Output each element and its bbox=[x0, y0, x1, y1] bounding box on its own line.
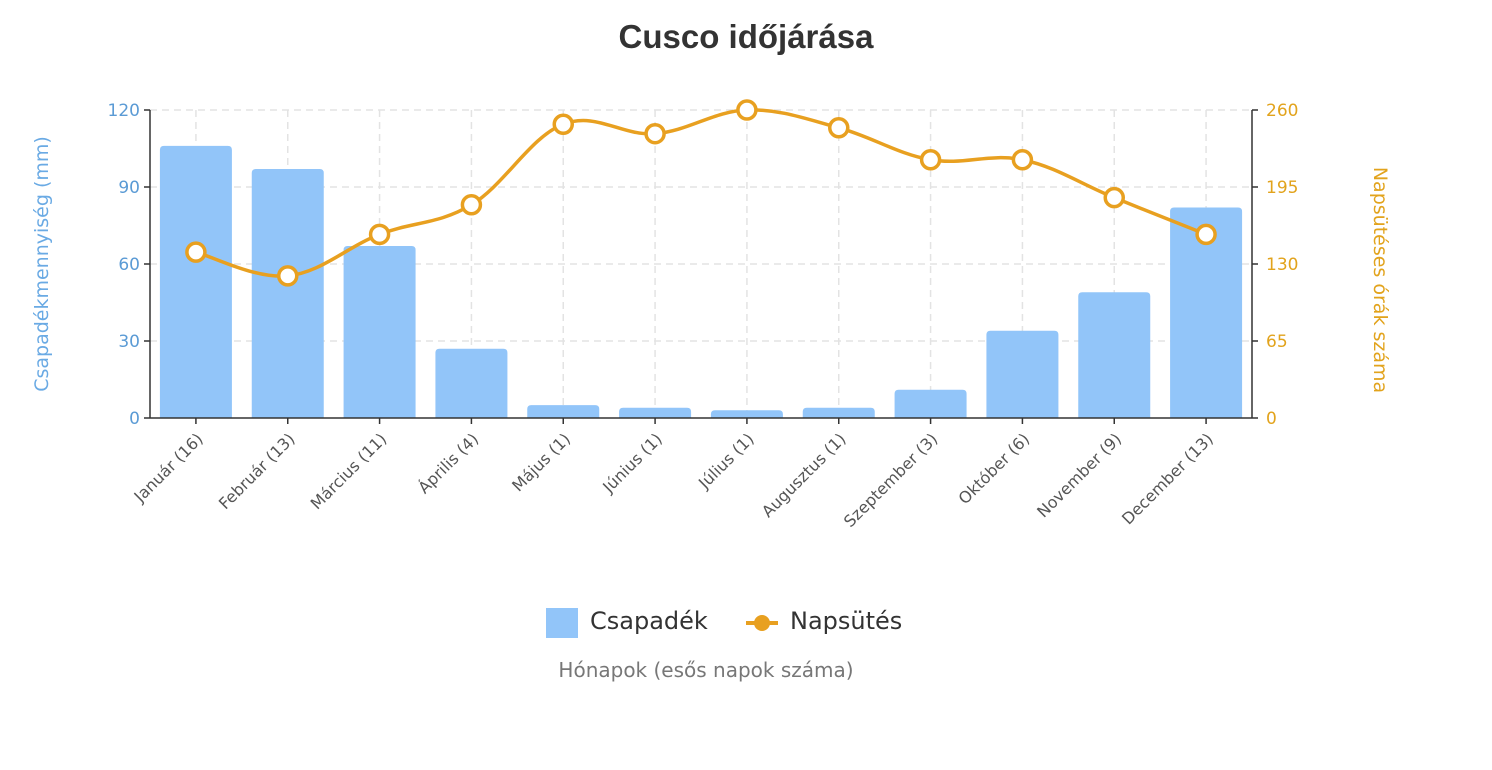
legend-label-napsutes[interactable]: Napsütés bbox=[790, 607, 902, 635]
y-right-tick-label: 65 bbox=[1266, 332, 1288, 352]
bar-csapadek[interactable] bbox=[251, 169, 324, 418]
point-napsutes[interactable] bbox=[919, 149, 942, 171]
line-napsutes bbox=[195, 108, 1207, 278]
y-left-axis-title: Csapadékmennyiség (mm) bbox=[31, 136, 53, 392]
point-napsutes[interactable] bbox=[368, 223, 391, 246]
point-napsutes[interactable] bbox=[277, 265, 299, 287]
bar-csapadek[interactable] bbox=[710, 410, 783, 418]
y-left-tick-label: 0 bbox=[129, 409, 140, 429]
legend-label-csapadek[interactable]: Csapadék bbox=[590, 607, 708, 635]
point-napsutes[interactable] bbox=[552, 113, 574, 135]
bars bbox=[159, 145, 1243, 418]
x-tick-label: Január (16) bbox=[130, 429, 207, 506]
bar-csapadek[interactable] bbox=[1170, 207, 1243, 418]
x-tick-label: November (9) bbox=[1033, 429, 1125, 521]
x-tick-label: Február (13) bbox=[215, 429, 299, 513]
legend-swatch-napsutes-dot[interactable] bbox=[754, 615, 770, 631]
x-tick-label: Július (1) bbox=[694, 429, 758, 493]
y-right-tick-label: 0 bbox=[1266, 409, 1277, 429]
y-left-tick-label: 120 bbox=[108, 101, 140, 121]
x-tick-label: Április (4) bbox=[414, 429, 482, 497]
point-napsutes[interactable] bbox=[828, 117, 850, 139]
point-napsutes[interactable] bbox=[736, 99, 758, 121]
x-axis-title: Hónapok (esős napok száma) bbox=[558, 658, 853, 682]
point-napsutes[interactable] bbox=[1011, 149, 1034, 171]
x-tick-label: Október (6) bbox=[955, 429, 1034, 508]
y-right-tick-label: 130 bbox=[1266, 255, 1298, 275]
y-right-tick-label: 260 bbox=[1266, 101, 1298, 121]
bar-csapadek[interactable] bbox=[894, 389, 967, 418]
legend-swatch-csapadek[interactable] bbox=[546, 608, 578, 638]
x-tick-label: Június (1) bbox=[598, 429, 666, 497]
bar-csapadek[interactable] bbox=[1078, 292, 1151, 418]
point-napsutes[interactable] bbox=[460, 194, 483, 216]
x-tick-label: Szeptember (3) bbox=[840, 429, 942, 531]
bar-csapadek[interactable] bbox=[802, 407, 875, 418]
x-tick-label: Május (1) bbox=[508, 429, 574, 495]
point-napsutes[interactable] bbox=[1195, 223, 1217, 246]
y-left-tick-label: 30 bbox=[118, 332, 140, 352]
point-napsutes[interactable] bbox=[185, 241, 207, 263]
bar-csapadek[interactable] bbox=[619, 407, 692, 418]
point-napsutes[interactable] bbox=[1103, 186, 1125, 209]
point-napsutes[interactable] bbox=[644, 122, 666, 145]
y-left-tick-label: 90 bbox=[118, 178, 140, 198]
x-tick-label: Augusztus (1) bbox=[758, 429, 850, 521]
x-tick-label: Március (11) bbox=[307, 429, 391, 513]
chart-title: Cusco időjárása bbox=[619, 18, 875, 55]
legend[interactable]: Csapadék Napsütés bbox=[546, 607, 902, 638]
x-tick-label: December (13) bbox=[1118, 429, 1217, 528]
bar-csapadek[interactable] bbox=[435, 348, 508, 418]
bar-csapadek[interactable] bbox=[159, 145, 232, 418]
line-layer bbox=[185, 99, 1217, 287]
bar-csapadek[interactable] bbox=[343, 246, 416, 418]
bar-csapadek[interactable] bbox=[986, 330, 1059, 418]
y-right-tick-label: 195 bbox=[1266, 178, 1298, 198]
y-right-axis-title: Napsütéses órák száma bbox=[1369, 167, 1391, 393]
y-left-tick-label: 60 bbox=[118, 255, 140, 275]
bar-csapadek[interactable] bbox=[527, 405, 600, 418]
